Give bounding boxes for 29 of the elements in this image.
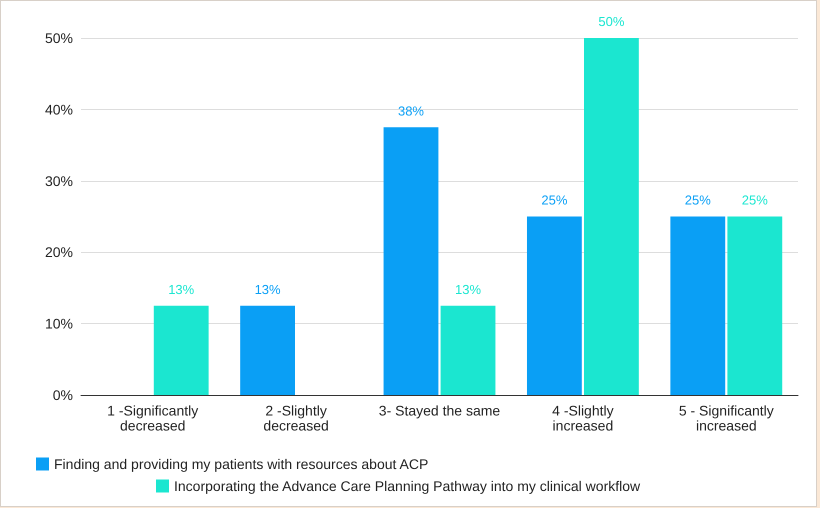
bar [440, 306, 496, 395]
y-tick-label: 20% [44, 244, 73, 260]
bar [727, 216, 782, 395]
legend-label: Incorporating the Advance Care Planning Pathway into my clinical workflow [174, 478, 642, 494]
bar [526, 216, 582, 395]
data-label: 25% [541, 192, 568, 208]
data-label: 13% [454, 282, 482, 297]
x-tick-label: 5 - Significantly increased [678, 402, 774, 434]
legend-label: Finding and providing my patients with resources about ACP [54, 456, 428, 472]
y-tick-label: 50% [44, 30, 73, 46]
x-tick-label: 2 -Slightly decreased [263, 402, 329, 434]
bar [670, 216, 726, 395]
bar [154, 306, 209, 395]
y-tick-label: 0% [52, 387, 73, 403]
y-tick-label: 30% [44, 172, 73, 189]
data-label: 25% [684, 192, 712, 208]
x-tick-label: 4 -Slightly increased [552, 402, 614, 434]
bar [384, 127, 438, 395]
data-label: 13% [254, 282, 282, 297]
x-tick-label: 1 -Significantly decreased [107, 402, 198, 434]
bar [240, 306, 296, 395]
x-tick-label: 3- Stayed the same [378, 402, 500, 418]
data-label: 50% [598, 14, 625, 29]
bar [584, 38, 639, 395]
data-label: 38% [398, 103, 424, 118]
data-label: 13% [168, 282, 195, 297]
y-tick-label: 10% [44, 316, 73, 332]
y-tick-label: 40% [44, 101, 73, 118]
data-label: 25% [742, 192, 768, 208]
